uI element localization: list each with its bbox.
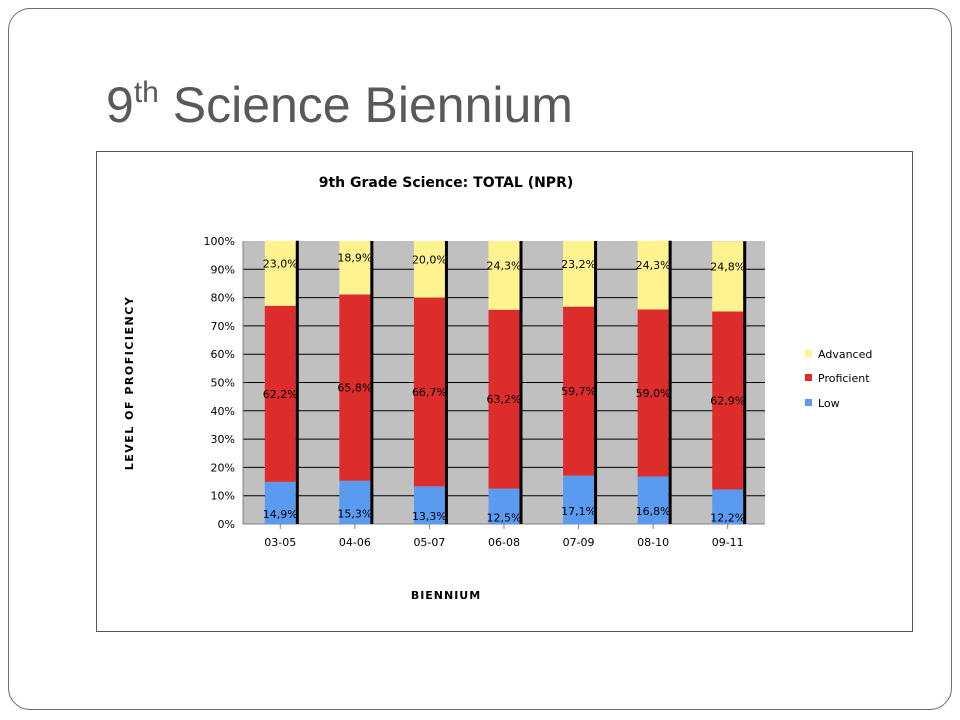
data-label-proficient: 63,2% [487, 393, 522, 406]
bar-segment-proficient [413, 297, 445, 487]
stacked-bar-chart: 9th Grade Science: TOTAL (NPR) 0% 10% 20% 30… [123, 175, 872, 602]
bar-shadow [444, 241, 448, 524]
data-label-advanced: 24,3% [636, 259, 671, 272]
y-tick-label: 20% [211, 461, 235, 474]
bar-segment-advanced [488, 241, 520, 310]
data-label-advanced: 24,8% [710, 260, 745, 273]
data-label-proficient: 65,8% [337, 382, 372, 395]
slide-title-text: Science Biennium [158, 77, 573, 133]
legend-swatch-proficient [805, 374, 812, 381]
y-tick-label: 70% [211, 320, 235, 333]
legend-swatch-low [805, 399, 812, 406]
y-tick-label: 30% [211, 433, 235, 446]
bar-shadow [519, 241, 523, 524]
data-label-low: 16,8% [636, 505, 671, 518]
x-tick-label: 08-10 [637, 536, 669, 549]
bar-segment-low [264, 481, 296, 524]
data-label-low: 17,1% [561, 505, 596, 518]
data-label-low: 15,3% [337, 507, 372, 520]
bar-segment-low [413, 486, 445, 524]
legend-label-proficient: Proficient [818, 372, 870, 385]
data-label-low: 14,9% [263, 508, 298, 521]
x-tick-label: 07-09 [563, 536, 595, 549]
x-tick-label: 03-05 [264, 536, 296, 549]
x-tick-label: 09-11 [712, 536, 744, 549]
y-tick-label: 10% [211, 490, 235, 503]
bar-segment-proficient [637, 309, 669, 477]
chart-title: 9th Grade Science: TOTAL (NPR) [319, 175, 574, 191]
bar-segment-proficient [563, 306, 595, 476]
slide-title-number: 9 [106, 77, 134, 133]
bar-segment-low [637, 476, 669, 524]
bar-segment-advanced [339, 241, 371, 295]
bar-shadow [295, 240, 299, 524]
slide-title: 9th Science Biennium [106, 76, 573, 133]
bar-segment-advanced [637, 240, 669, 310]
y-tick-label: 80% [211, 292, 235, 305]
bar-shadow [370, 241, 374, 524]
x-tick-label: 04-06 [339, 536, 371, 549]
bar-segment-low [339, 480, 371, 524]
bar-shadow [668, 240, 672, 524]
bar-segment-advanced [264, 240, 296, 306]
y-tick-label: 90% [211, 263, 235, 276]
bar-segment-proficient [488, 309, 520, 489]
bar-segment-proficient [264, 305, 296, 482]
x-axis-title: BIENNIUM [411, 589, 481, 602]
data-label-advanced: 20,0% [412, 253, 447, 266]
data-label-low: 12,5% [487, 511, 522, 524]
bar-segment-proficient [339, 294, 371, 481]
data-label-advanced: 23,2% [561, 258, 596, 271]
bar-segment-low [563, 475, 595, 524]
y-tick-label: 0% [218, 518, 235, 531]
x-tick-label: 05-07 [413, 536, 445, 549]
data-label-proficient: 62,9% [710, 394, 745, 407]
y-tick-label: 40% [211, 405, 235, 418]
data-label-advanced: 24,3% [487, 259, 522, 272]
bar-segment-advanced [563, 241, 595, 307]
data-label-low: 12,2% [710, 512, 745, 525]
bar-segment-advanced [712, 241, 744, 312]
y-tick-label: 100% [204, 235, 235, 248]
data-label-proficient: 62,2% [263, 388, 298, 401]
data-label-low: 13,3% [412, 510, 447, 523]
bar-segment-advanced [413, 241, 445, 298]
y-tick-label: 50% [211, 377, 235, 390]
bar-shadow [594, 241, 598, 524]
legend-label-advanced: Advanced [818, 348, 872, 361]
data-label-proficient: 59,7% [561, 385, 596, 398]
bar-segment-low [712, 489, 744, 524]
bar-shadow [743, 241, 747, 524]
data-label-proficient: 59,0% [636, 387, 671, 400]
bar-segment-low [488, 488, 520, 524]
data-label-advanced: 23,0% [263, 257, 298, 270]
legend-swatch-advanced [805, 350, 812, 357]
data-label-advanced: 18,9% [337, 252, 372, 265]
y-axis-title: LEVEL OF PROFICIENCY [123, 296, 136, 471]
y-tick-label: 60% [211, 348, 235, 361]
chart-container: 9th Grade Science: TOTAL (NPR) 0% 10% 20% 30… [96, 151, 913, 632]
slide-title-superscript: th [133, 76, 159, 109]
x-tick-label: 06-08 [488, 536, 520, 549]
bar-segment-proficient [712, 311, 744, 490]
data-label-proficient: 66,7% [412, 386, 447, 399]
legend-label-low: Low [818, 397, 840, 410]
